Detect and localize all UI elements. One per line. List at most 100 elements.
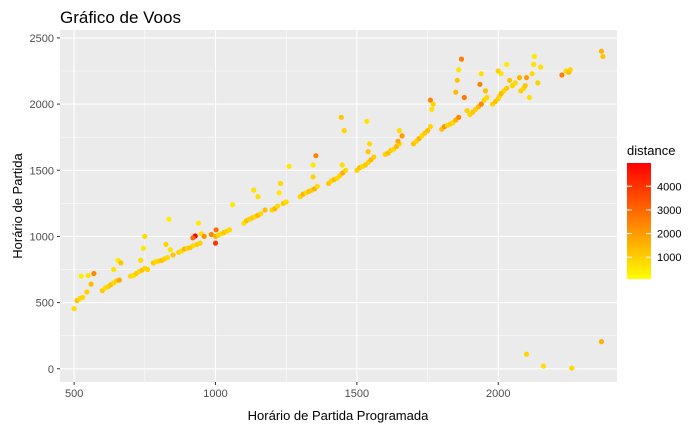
- data-point: [251, 187, 257, 193]
- data-point: [477, 81, 483, 87]
- data-point: [567, 67, 573, 73]
- data-point: [482, 88, 489, 94]
- data-point: [600, 53, 606, 60]
- data-point: [559, 72, 565, 78]
- data-point: [145, 266, 151, 273]
- data-point: [478, 71, 484, 77]
- data-point: [138, 257, 144, 263]
- y-tick-label: 0: [48, 364, 54, 376]
- data-point: [464, 108, 470, 114]
- data-point: [523, 75, 530, 81]
- data-point: [275, 203, 281, 209]
- data-point: [164, 255, 170, 261]
- data-points: [71, 48, 606, 371]
- x-axis-ticks: 500 1000 1500 2000: [65, 382, 510, 400]
- data-point: [516, 75, 523, 81]
- data-point: [80, 294, 86, 300]
- data-point: [313, 153, 319, 159]
- y-tick-label: 2000: [30, 99, 54, 111]
- data-point: [456, 114, 462, 120]
- data-point: [163, 241, 169, 247]
- data-point: [286, 163, 292, 169]
- y-tick-label: 1000: [30, 231, 54, 243]
- data-point: [540, 363, 547, 369]
- y-axis-title: Horário de Partida: [10, 152, 25, 258]
- x-tick-label: 500: [65, 388, 83, 400]
- data-point: [343, 167, 349, 173]
- gridlines: [60, 30, 617, 382]
- data-point: [498, 71, 504, 77]
- data-point: [170, 252, 176, 258]
- data-point: [598, 339, 605, 345]
- data-point: [598, 48, 605, 54]
- data-point: [166, 216, 172, 222]
- data-point: [195, 220, 202, 226]
- data-point: [283, 199, 289, 205]
- data-point: [258, 211, 264, 217]
- data-point: [190, 235, 196, 241]
- data-point: [255, 194, 261, 200]
- data-point: [365, 149, 371, 155]
- data-point: [396, 128, 402, 134]
- x-tick-label: 2000: [486, 388, 510, 400]
- data-point: [118, 260, 124, 266]
- data-point: [310, 162, 316, 168]
- data-point: [427, 124, 433, 130]
- data-point: [201, 233, 207, 239]
- data-point: [140, 245, 146, 251]
- data-point: [569, 365, 575, 371]
- y-tick-label: 500: [36, 298, 54, 310]
- data-point: [84, 289, 90, 295]
- data-point: [111, 266, 117, 273]
- data-point: [197, 240, 203, 246]
- data-point: [167, 247, 173, 253]
- data-point: [429, 106, 435, 112]
- data-point: [339, 162, 345, 168]
- data-point: [310, 174, 316, 180]
- data-point: [526, 94, 533, 101]
- data-point: [512, 80, 518, 86]
- data-point: [458, 56, 465, 62]
- data-point: [522, 83, 528, 89]
- data-point: [116, 277, 122, 283]
- data-point: [277, 180, 284, 187]
- data-point: [341, 128, 347, 134]
- x-axis-title: Horário de Partida Programada: [248, 408, 429, 423]
- data-point: [91, 270, 97, 277]
- data-point: [427, 97, 433, 103]
- data-point: [484, 94, 490, 101]
- data-point: [535, 80, 541, 86]
- data-point: [430, 101, 436, 107]
- data-point: [314, 183, 320, 189]
- y-tick-label: 1500: [30, 165, 54, 177]
- data-point: [399, 133, 405, 139]
- legend-colorbar: [627, 163, 651, 279]
- data-point: [531, 61, 537, 67]
- color-legend: distance 1000 2000 3000 4000: [627, 143, 681, 279]
- data-point: [212, 240, 219, 246]
- y-axis-ticks: 0 500 1000 1500 2000 2500: [30, 33, 60, 376]
- plot-panel: [60, 30, 617, 382]
- data-point: [454, 77, 460, 83]
- legend-tick-label: 2000: [657, 229, 681, 241]
- data-point: [395, 138, 401, 144]
- data-point: [531, 53, 538, 60]
- data-point: [504, 61, 510, 67]
- data-point: [227, 227, 233, 233]
- x-tick-label: 1500: [345, 388, 369, 400]
- legend-tick-label: 3000: [657, 205, 681, 217]
- data-point: [78, 273, 84, 279]
- data-point: [208, 231, 214, 238]
- legend-tick-label: 1000: [657, 252, 681, 264]
- data-point: [142, 233, 148, 239]
- legend-title: distance: [627, 143, 675, 158]
- data-point: [71, 306, 77, 312]
- data-point: [504, 85, 510, 91]
- y-tick-label: 2500: [30, 33, 54, 45]
- chart-title: Gráfico de Voos: [60, 8, 181, 27]
- data-point: [88, 281, 94, 287]
- data-point: [453, 89, 459, 95]
- data-point: [85, 272, 91, 279]
